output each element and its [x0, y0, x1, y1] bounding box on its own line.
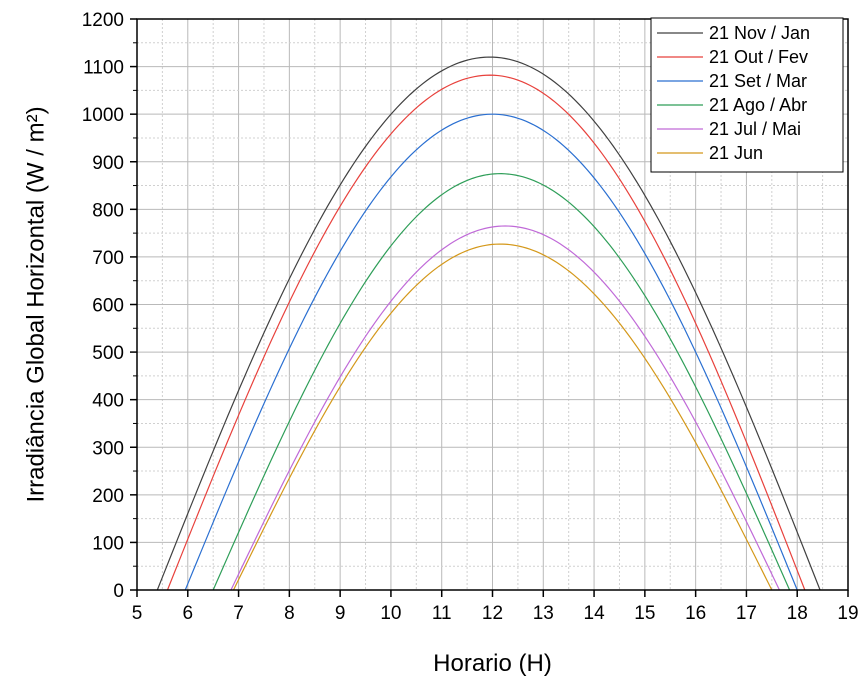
x-axis-title: Horario (H)	[433, 650, 552, 677]
y-tick-label: 100	[92, 533, 124, 554]
legend-label: 21 Set / Mar	[709, 71, 807, 91]
x-tick-label: 13	[533, 603, 554, 624]
x-tick-label: 17	[736, 603, 757, 624]
y-tick-label: 500	[92, 343, 124, 364]
series-lines	[156, 56, 821, 591]
x-tick-label: 14	[584, 603, 606, 624]
x-tick-label: 11	[432, 603, 452, 624]
y-tick-label: 900	[92, 153, 124, 174]
series-line	[212, 173, 791, 591]
legend-label: 21 Out / Fev	[709, 47, 808, 67]
legend-label: 21 Jul / Mai	[709, 119, 801, 139]
y-tick-label: 0	[113, 581, 124, 602]
x-tick-label: 10	[380, 603, 401, 624]
x-tick-label: 8	[284, 603, 295, 624]
y-tick-label: 1100	[83, 58, 124, 79]
series-line	[184, 113, 798, 591]
legend-label: 21 Jun	[709, 143, 763, 163]
x-tick-label: 19	[837, 603, 858, 624]
x-tick-label: 12	[482, 603, 503, 624]
grid	[136, 18, 849, 591]
tick-labels: 5 6 7 8 9 10 11 12 13 14 15 16 17 18 19 0 100 200 300 400 50…	[82, 10, 859, 624]
axis-ticks	[130, 18, 849, 597]
x-tick-label: 15	[634, 603, 655, 624]
y-tick-label: 200	[92, 486, 124, 507]
series-line	[232, 243, 773, 591]
x-tick-label: 16	[685, 603, 706, 624]
x-tick-label: 7	[233, 603, 244, 624]
x-tick-label: 6	[182, 603, 193, 624]
x-tick-label: 5	[132, 603, 143, 624]
y-tick-label: 1000	[82, 105, 124, 126]
legend-label: 21 Nov / Jan	[709, 23, 810, 43]
x-tick-label: 9	[335, 603, 346, 624]
y-tick-label: 1200	[82, 10, 124, 31]
series-line	[166, 74, 806, 591]
y-tick-label: 300	[92, 438, 124, 459]
x-tick-label: 18	[787, 603, 808, 624]
series-line	[230, 225, 780, 591]
legend-box	[650, 17, 844, 173]
y-axis-title: Irradiância Global Horizontal (W / m²)	[22, 106, 49, 502]
legend: 21 Nov / Jan 21 Out / Fev 21 Set / Mar 21 A…	[650, 17, 844, 173]
legend-label: 21 Ago / Abr	[709, 95, 807, 115]
y-tick-label: 400	[92, 391, 124, 412]
y-tick-label: 600	[92, 296, 124, 317]
y-tick-label: 800	[92, 200, 124, 221]
y-tick-label: 700	[92, 248, 124, 269]
series-line	[156, 56, 821, 591]
